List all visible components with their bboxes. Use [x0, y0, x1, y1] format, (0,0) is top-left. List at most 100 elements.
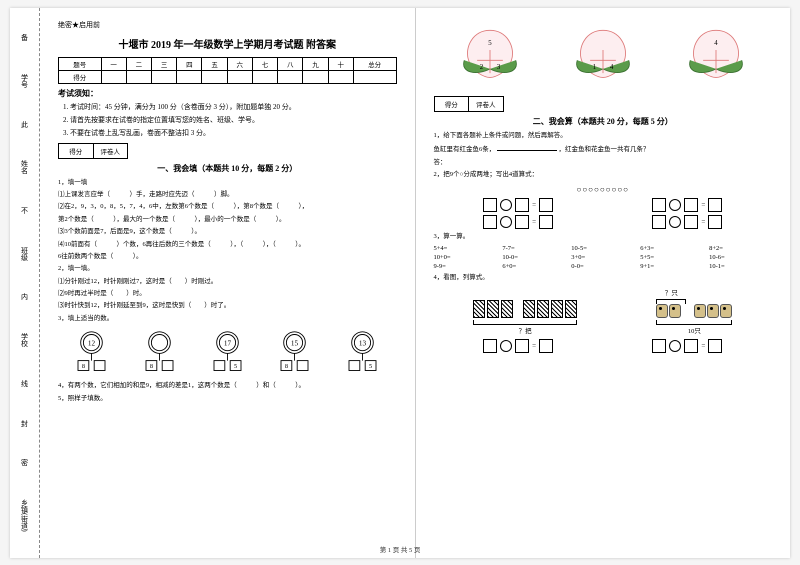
side-label: 备	[20, 30, 30, 45]
calc-item: 9-9=	[434, 263, 497, 270]
score-box: 得分 评卷人	[58, 143, 128, 159]
left-column: 绝密★启用前 十堰市 2019 年一年级数学上学期月考试题 附答案 题号 一 二…	[40, 8, 416, 558]
page-footer: 第 1 页 共 5 页	[10, 544, 790, 554]
score-header: 八	[278, 58, 303, 71]
section-2-title: 二、我会算（本题共 20 分，每题 5 分）	[434, 116, 773, 127]
q2-head: 2，填一填。	[58, 264, 397, 274]
score-header: 七	[252, 58, 277, 71]
instruction-item: 考试时间：45 分钟，满分为 100 分（含卷面分 3 分），附加题单独 20 …	[70, 102, 397, 113]
key-diagram: 12 8	[69, 330, 114, 375]
calc-item: 6+0=	[502, 263, 565, 270]
calc-item: 3+0=	[571, 254, 634, 261]
calc-item: 10-6=	[709, 254, 772, 261]
q1-line: 6往前数两个数是（ ）。	[58, 252, 397, 262]
side-label: 封	[20, 416, 30, 431]
q5-text: 5，照样子填数。	[58, 394, 397, 404]
score-header: 四	[177, 58, 202, 71]
calc-item: 8+2=	[709, 245, 772, 252]
svg-text:8: 8	[82, 363, 85, 370]
svg-text:8: 8	[150, 363, 153, 370]
svg-text:13: 13	[359, 340, 367, 348]
s2q1-line: 鱼缸里有红金鱼6条， ，红金鱼和花金鱼一共有几条？	[434, 143, 773, 155]
calc-item: 10-5=	[571, 245, 634, 252]
calc-item: 7-7=	[502, 245, 565, 252]
score-header: 二	[126, 58, 151, 71]
score-box-right: 评卷人	[94, 144, 128, 158]
svg-text:4: 4	[610, 64, 614, 71]
confidential-label: 绝密★启用前	[58, 20, 397, 30]
s2q1-tail: ，红金鱼和花金鱼一共有几条？	[559, 146, 650, 153]
comb-group: ？把	[473, 300, 577, 335]
picture-problem: ？把 ？只 10只	[434, 287, 773, 335]
svg-text:2: 2	[480, 64, 484, 71]
chick-question: ？只	[656, 287, 686, 297]
s2q2-head: 2，把9个○分成两堆；写出4道算式：	[434, 170, 773, 180]
svg-text:12: 12	[88, 340, 96, 348]
q2-line: ⑶时针快到12，时针刚延至到9，这时是快到（ ）时了。	[58, 301, 397, 311]
instructions-list: 考试时间：45 分钟，满分为 100 分（含卷面分 3 分），附加题单独 20 …	[58, 102, 397, 140]
equation: =	[652, 339, 722, 353]
q2-line: ⑴分针刚过12，时针刚刚过7，这时是（ ）时刚过。	[58, 277, 397, 287]
score-box-left: 得分	[59, 144, 94, 158]
calc-item: 5+5=	[640, 254, 703, 261]
side-label: 乡镇(街道)	[20, 495, 30, 536]
score-header: 三	[151, 58, 176, 71]
calc-item: 10-0=	[502, 254, 565, 261]
s2q1-text: 鱼缸里有红金鱼6条，	[434, 146, 496, 153]
svg-text:17: 17	[224, 340, 232, 348]
q1-line: ⑵在2，9，3，0，8，5，7，4，6中，左数第6个数是（ ），第8个数是（ ）…	[58, 202, 397, 212]
score-header: 九	[303, 58, 328, 71]
side-label: 学校	[20, 329, 30, 351]
circles: ○○○○○○○○○	[434, 185, 773, 194]
side-label: 班级	[20, 243, 30, 265]
binding-margin: 备 学号 此 姓名 不 班级 内 学校 线 封 密 乡镇(街道)	[10, 8, 40, 558]
svg-text:1: 1	[592, 64, 596, 71]
equation-row: = =	[434, 339, 773, 353]
score-box-right: 评卷人	[469, 97, 503, 111]
section-1-title: 一、我会填（本题共 10 分，每题 2 分）	[58, 163, 397, 174]
q1-line: ⑷10前面有（ ）个数，6再往后数的三个数是（ ），（ ），（ ）。	[58, 240, 397, 250]
q1-head: 1，填一填	[58, 178, 397, 188]
calc-item: 10+0=	[434, 254, 497, 261]
svg-text:5: 5	[488, 40, 492, 47]
instructions-heading: 考试须知：	[58, 88, 397, 99]
equation: =	[483, 339, 553, 353]
side-label: 不	[20, 203, 30, 218]
q4-text: 4，有两个数，它们相加的和是9，相减的差是1，这两个数是（ ）和（ ）。	[58, 381, 397, 391]
calc-item: 0-0=	[571, 263, 634, 270]
calc-item: 9+1=	[640, 263, 703, 270]
calc-grid: 5+4= 7-7= 10-5= 6+3= 8+2= 10+0= 10-0= 3+…	[434, 245, 773, 270]
s2q4-head: 4，看图，列算式。	[434, 273, 773, 283]
peach-diagram: 4	[681, 26, 751, 86]
svg-text:5: 5	[369, 363, 372, 370]
key-diagram: 15 8	[272, 330, 317, 375]
instruction-item: 请首先按要求在试卷的指定位置填写您的姓名、班级、学号。	[70, 115, 397, 126]
svg-text:4: 4	[714, 40, 718, 47]
right-column: 5 2 3 1 4 4	[416, 8, 791, 558]
svg-text:5: 5	[234, 363, 237, 370]
s2q1-head: 1，给下面各题补上条件或问题，然后再解答。	[434, 131, 773, 141]
key-diagram: 13 5	[340, 330, 385, 375]
side-label: 内	[20, 289, 30, 304]
key-diagram: 17 5	[205, 330, 250, 375]
side-label: 学号	[20, 70, 30, 92]
q2-line: ⑵9时再过半时是（ ）时。	[58, 289, 397, 299]
calc-item: 6+3=	[640, 245, 703, 252]
key-diagram: 8	[137, 330, 182, 375]
keys-row: 12 8 8 17 5	[58, 330, 397, 375]
score-header: 题号	[59, 58, 102, 71]
score-row-label: 得分	[59, 71, 102, 84]
equation-row: = =	[434, 198, 773, 212]
peach-row: 5 2 3 1 4 4	[434, 26, 773, 86]
equation-row: = =	[434, 215, 773, 229]
side-label: 密	[20, 455, 30, 470]
q1-line: ⑴上课发言应举（ ）手，走路时应先迈（ ）脚。	[58, 190, 397, 200]
s2q3-head: 3，算一算。	[434, 232, 773, 242]
chick-group: ？只 10只	[656, 287, 732, 335]
comb-label: ？把	[473, 325, 577, 335]
exam-title: 十堰市 2019 年一年级数学上学期月考试题 附答案	[58, 36, 397, 51]
score-box-left: 得分	[435, 97, 470, 111]
s2q1-answer: 答：	[434, 158, 773, 168]
score-box: 得分 评卷人	[434, 96, 504, 112]
peach-diagram: 5 2 3	[455, 26, 525, 86]
